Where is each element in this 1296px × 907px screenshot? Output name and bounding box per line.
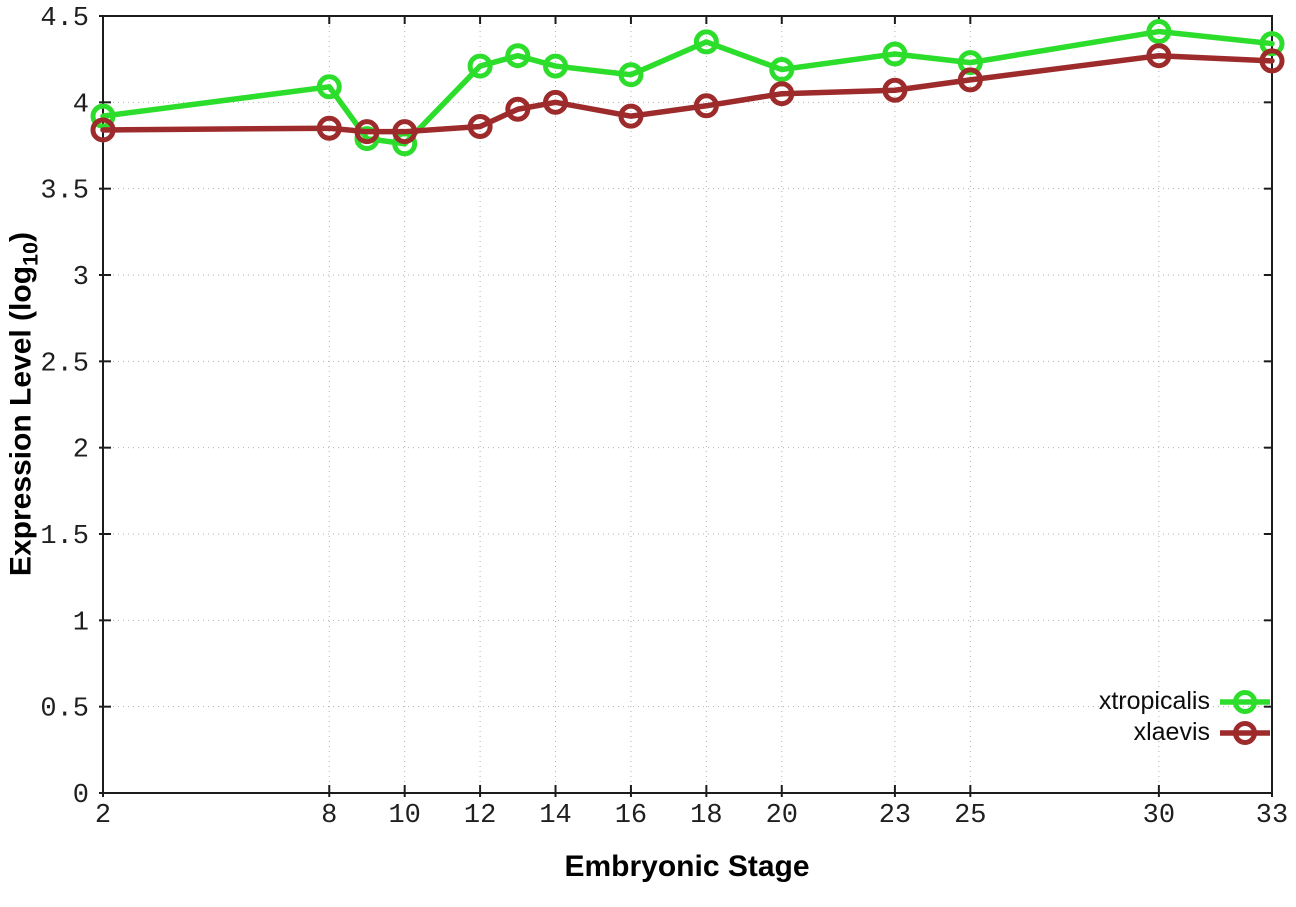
- legend-marker-xtropicalis-icon: [1220, 689, 1270, 714]
- x-tick-label: 25: [954, 801, 986, 831]
- y-tick-label: 0: [73, 781, 89, 811]
- y-axis-title-text: Expression Level (log: [4, 265, 38, 577]
- data-point-xtropicalis: [882, 41, 908, 67]
- x-tick-label: 33: [1256, 801, 1288, 831]
- data-point-xtropicalis: [543, 53, 569, 79]
- data-point-xtropicalis: [618, 62, 644, 88]
- legend-label-xtropicalis: xtropicalis: [1098, 687, 1210, 715]
- legend-marker-xlaevis-icon: [1220, 720, 1270, 745]
- y-axis-title-subscript: 10: [17, 241, 43, 266]
- y-axis-title: Expression Level (log10): [5, 232, 44, 576]
- data-point-xlaevis: [618, 103, 644, 129]
- data-point-xtropicalis: [1146, 19, 1172, 45]
- x-tick-label: 20: [766, 801, 798, 831]
- data-point-xlaevis: [693, 93, 719, 119]
- data-point-xlaevis: [354, 119, 380, 145]
- data-point-xlaevis: [316, 115, 342, 141]
- data-point-xlaevis: [90, 117, 116, 143]
- y-tick-label: 0.5: [40, 695, 89, 725]
- data-point-xtropicalis: [769, 57, 795, 83]
- y-axis-title-suffix: ): [4, 231, 38, 242]
- x-tick-label: 10: [388, 801, 420, 831]
- y-tick-label: 3: [73, 263, 89, 293]
- legend-row-xlaevis: xlaevis: [1099, 717, 1270, 748]
- data-point-xtropicalis: [467, 53, 493, 79]
- x-tick-label: 8: [321, 801, 337, 831]
- x-tick-label: 30: [1143, 801, 1175, 831]
- legend: xtropicalis xlaevis: [1099, 686, 1270, 748]
- x-axis-title: Embryonic Stage: [564, 850, 810, 883]
- x-tick-label: 2: [95, 801, 111, 831]
- x-tick-label: 16: [615, 801, 647, 831]
- data-point-xtropicalis: [957, 50, 983, 76]
- x-tick-label: 23: [879, 801, 911, 831]
- y-tick-label: 1.5: [40, 522, 89, 552]
- y-tick-label: 2: [73, 436, 89, 466]
- data-point-xlaevis: [505, 96, 531, 122]
- x-tick-label: 14: [539, 801, 571, 831]
- data-point-xtropicalis: [693, 29, 719, 55]
- data-point-xlaevis: [882, 77, 908, 103]
- legend-label-xlaevis: xlaevis: [1133, 718, 1210, 746]
- y-tick-label: 3.5: [40, 177, 89, 207]
- series-line-xlaevis: [100, 52, 1275, 135]
- data-point-xtropicalis: [90, 103, 116, 129]
- y-tick-label: 2.5: [40, 349, 89, 379]
- y-tick-label: 4.5: [40, 4, 89, 34]
- data-point-xlaevis: [467, 114, 493, 140]
- y-tick-label: 1: [73, 608, 89, 638]
- x-tick-label: 18: [690, 801, 722, 831]
- plot-border: [102, 15, 1273, 794]
- data-point-xlaevis: [957, 67, 983, 93]
- data-point-xlaevis: [1259, 48, 1285, 74]
- data-point-xtropicalis: [505, 43, 531, 69]
- y-tick-label: 4: [73, 90, 89, 120]
- data-point-xlaevis: [543, 89, 569, 115]
- data-point-xtropicalis: [316, 74, 342, 100]
- data-point-xtropicalis: [1259, 31, 1285, 57]
- data-point-xlaevis: [769, 81, 795, 107]
- data-point-xlaevis: [1146, 43, 1172, 69]
- x-tick-label: 12: [464, 801, 496, 831]
- data-point-xlaevis: [392, 119, 418, 145]
- legend-row-xtropicalis: xtropicalis: [1099, 686, 1270, 717]
